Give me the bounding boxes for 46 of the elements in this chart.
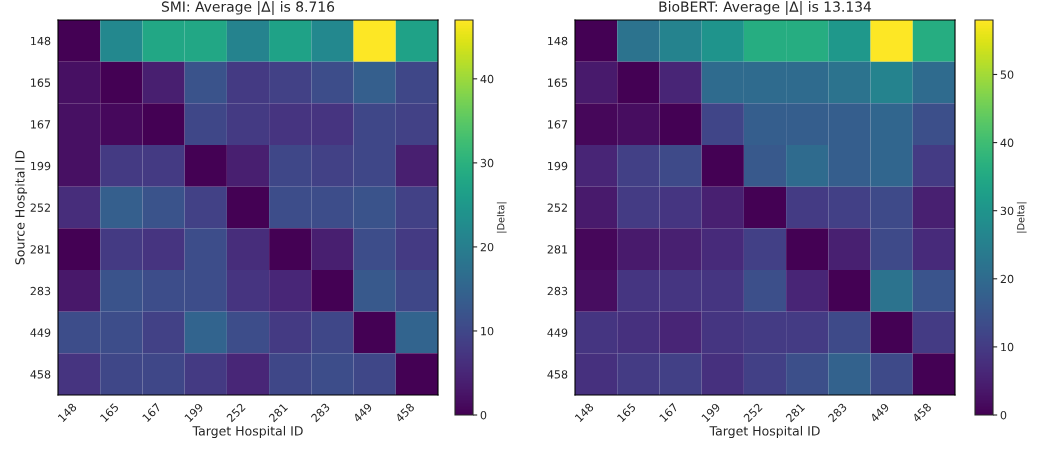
x-axis-title: Target Hospital ID — [709, 425, 820, 439]
y-tick-label: 165 — [548, 78, 568, 87]
y-tick-label: 165 — [31, 78, 51, 87]
x-tick-label: 252 — [743, 402, 763, 423]
color-bar-label: 0 — [480, 410, 487, 420]
x-tick-label: 449 — [352, 402, 373, 423]
chart-title: BioBERT: Average |Δ| is 13.134 — [659, 1, 872, 15]
y-tick-label: 283 — [547, 286, 568, 296]
x-tick-label: 449 — [869, 402, 890, 423]
y-tick-label: 449 — [30, 328, 51, 337]
color-bar-label: 0 — [1000, 410, 1007, 420]
x-tick-label: 458 — [911, 402, 932, 423]
y-tick-label: 281 — [547, 245, 568, 254]
x-tick-label: 281 — [785, 402, 805, 423]
x-tick-label: 199 — [701, 402, 721, 423]
y-tick-label: 252 — [30, 203, 50, 212]
x-tick-label: 199 — [184, 402, 204, 423]
color-bar-title: |Delta| — [496, 202, 507, 233]
y-tick-label: 167 — [31, 120, 51, 129]
color-bar-title: |Delta| — [1016, 202, 1027, 233]
color-bar-label: 30 — [1000, 206, 1014, 216]
y-tick-label: 252 — [547, 203, 567, 212]
color-bar-label: 20 — [480, 242, 494, 252]
y-tick-label: 283 — [30, 286, 51, 296]
y-tick-label: 148 — [548, 36, 568, 46]
color-bar-label: 40 — [1000, 138, 1014, 147]
color-bar-label: 10 — [481, 326, 494, 336]
color-bar-label: 50 — [1000, 70, 1014, 79]
x-tick-label: 252 — [226, 402, 246, 423]
x-tick-label: 281 — [268, 402, 288, 423]
x-tick-label: 458 — [394, 402, 415, 423]
y-tick-label: 148 — [31, 36, 51, 46]
y-axis-title: Source Hospital ID — [14, 150, 28, 265]
x-axis-title: Target Hospital ID — [192, 425, 303, 439]
y-tick-label: 281 — [30, 245, 51, 254]
chart-title: SMI: Average |Δ| is 8.716 — [161, 1, 335, 15]
color-bar-label: 40 — [480, 74, 494, 84]
y-tick-label: 449 — [547, 328, 568, 337]
y-tick-label: 199 — [548, 161, 568, 171]
y-tick-label: 458 — [30, 370, 51, 379]
color-bar-label: 20 — [1000, 274, 1014, 284]
color-bar-label: 10 — [1001, 342, 1014, 352]
y-tick-label: 167 — [548, 120, 568, 129]
y-tick-label: 199 — [31, 161, 51, 171]
color-bar-label: 30 — [480, 158, 494, 168]
y-tick-label: 458 — [547, 370, 568, 379]
